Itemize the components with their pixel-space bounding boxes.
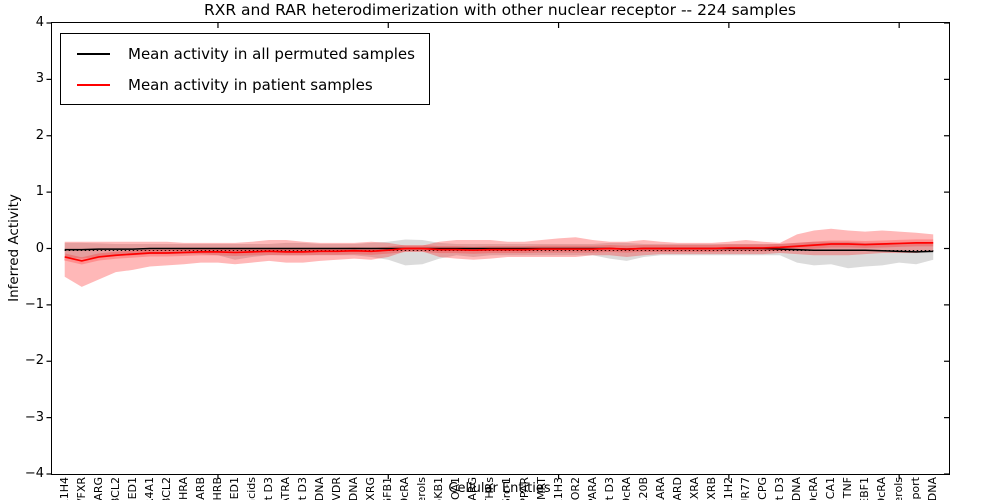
permuted-samples-range-band xyxy=(64,239,934,269)
chart-title: RXR and RAR heterodimerization with othe… xyxy=(203,1,797,19)
chart-canvas xyxy=(46,22,949,479)
y-tick-label: 3 xyxy=(35,71,44,87)
plot-area: Mean activity in all permuted samples Me… xyxy=(46,22,950,479)
legend-label: Mean activity in all permuted samples xyxy=(128,44,415,63)
patient-line-sample xyxy=(77,83,110,86)
y-tick-label: 2 xyxy=(35,127,44,143)
y-tick-label: −4 xyxy=(24,466,44,481)
legend-label: Mean activity in patient samples xyxy=(128,75,373,94)
y-tick-label: −3 xyxy=(24,409,44,425)
y-tick-label: 0 xyxy=(35,240,44,256)
patient-samples-range-band xyxy=(64,228,934,287)
y-tick-label: 4 xyxy=(35,15,44,30)
legend-item-permuted: Mean activity in all permuted samples xyxy=(71,41,415,66)
permuted-line-sample xyxy=(77,52,110,55)
x-axis-label: Cellular Entities xyxy=(448,481,551,496)
legend: Mean activity in all permuted samples Me… xyxy=(60,33,430,105)
permuted-mean-line xyxy=(64,247,934,253)
patient-mean-line xyxy=(64,242,934,262)
legend-item-patient: Mean activity in patient samples xyxy=(71,72,415,97)
y-tick-label: 1 xyxy=(35,184,44,200)
y-tick-label: −1 xyxy=(24,296,44,312)
y-tick-label: −2 xyxy=(24,353,44,369)
